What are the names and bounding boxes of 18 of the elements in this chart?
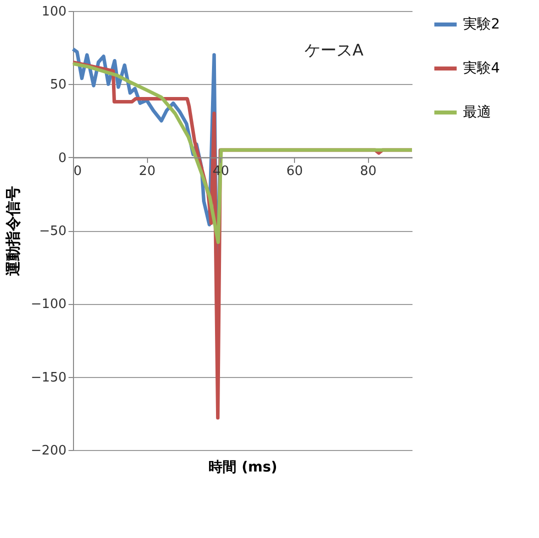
y-tick-label: −150 xyxy=(30,370,66,386)
x-tick-label: 80 xyxy=(360,164,377,179)
legend-label: 実験2 xyxy=(463,16,500,32)
legend-label: 実験4 xyxy=(463,60,500,76)
annotation: ケースA xyxy=(304,40,364,60)
legend-label: 最適 xyxy=(463,104,491,120)
y-tick-label: −200 xyxy=(30,444,66,458)
y-tick-label: 0 xyxy=(58,150,66,166)
x-tick-label: 60 xyxy=(286,164,303,179)
y-axis-title: 運動指令信号 xyxy=(4,186,22,277)
y-tick-label: −50 xyxy=(39,224,66,239)
x-tick-label: 0 xyxy=(74,164,82,179)
y-tick-label: −100 xyxy=(30,297,66,312)
y-tick-label: 100 xyxy=(42,4,66,20)
y-tick-label: 50 xyxy=(50,78,66,93)
x-axis-title: 時間 (ms) xyxy=(208,460,278,476)
line-series xyxy=(71,62,414,244)
x-tick-label: 20 xyxy=(138,164,156,179)
